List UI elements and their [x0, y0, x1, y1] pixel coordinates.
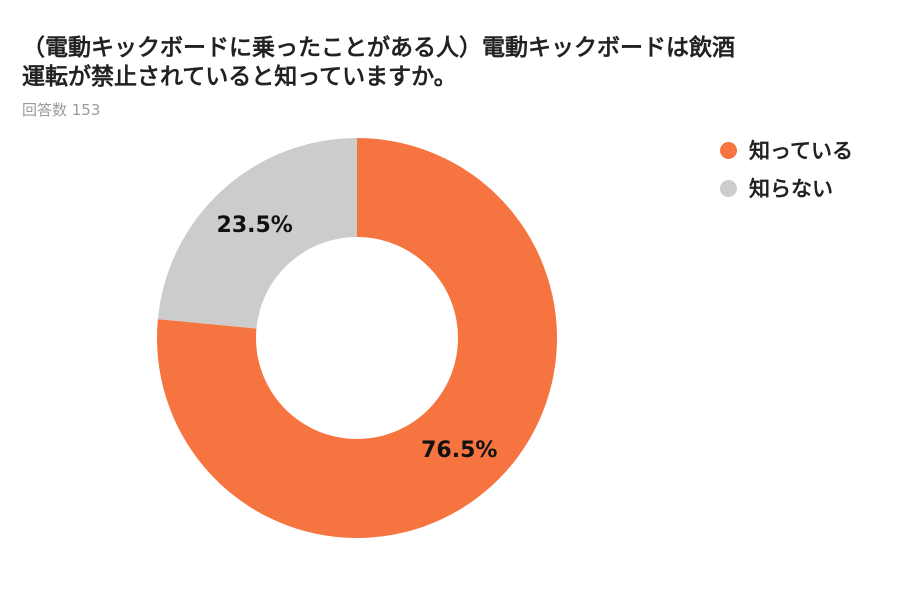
chart-title-line-2: 運転が禁止されていると知っていますか。 [22, 64, 457, 90]
legend-label-unknown: 知らない [749, 177, 833, 201]
response-count: 回答数 153 [22, 101, 101, 119]
legend-item-unknown[interactable]: 知らない [720, 173, 853, 203]
legend-swatch-unknown [720, 179, 737, 197]
donut-slice-unknown[interactable] [157, 138, 357, 329]
chart-title: （電動キックボードに乗ったことがある人）電動キックボードは飲酒 運転が禁止されて… [22, 34, 882, 92]
donut-slice-known[interactable] [156, 138, 557, 539]
legend-label-known: 知っている [749, 139, 853, 163]
donut-labels: 76.5% 23.5% [217, 213, 498, 463]
donut-slices [156, 138, 557, 539]
legend-item-known[interactable]: 知っている [720, 135, 853, 165]
chart-legend: 知っている 知らない [720, 135, 853, 211]
legend-swatch-known [720, 141, 737, 159]
chart-title-line-1: （電動キックボードに乗ったことがある人）電動キックボードは飲酒 [22, 35, 735, 61]
slice-label-unknown: 23.5% [217, 213, 293, 238]
slice-label-known: 76.5% [421, 438, 497, 463]
